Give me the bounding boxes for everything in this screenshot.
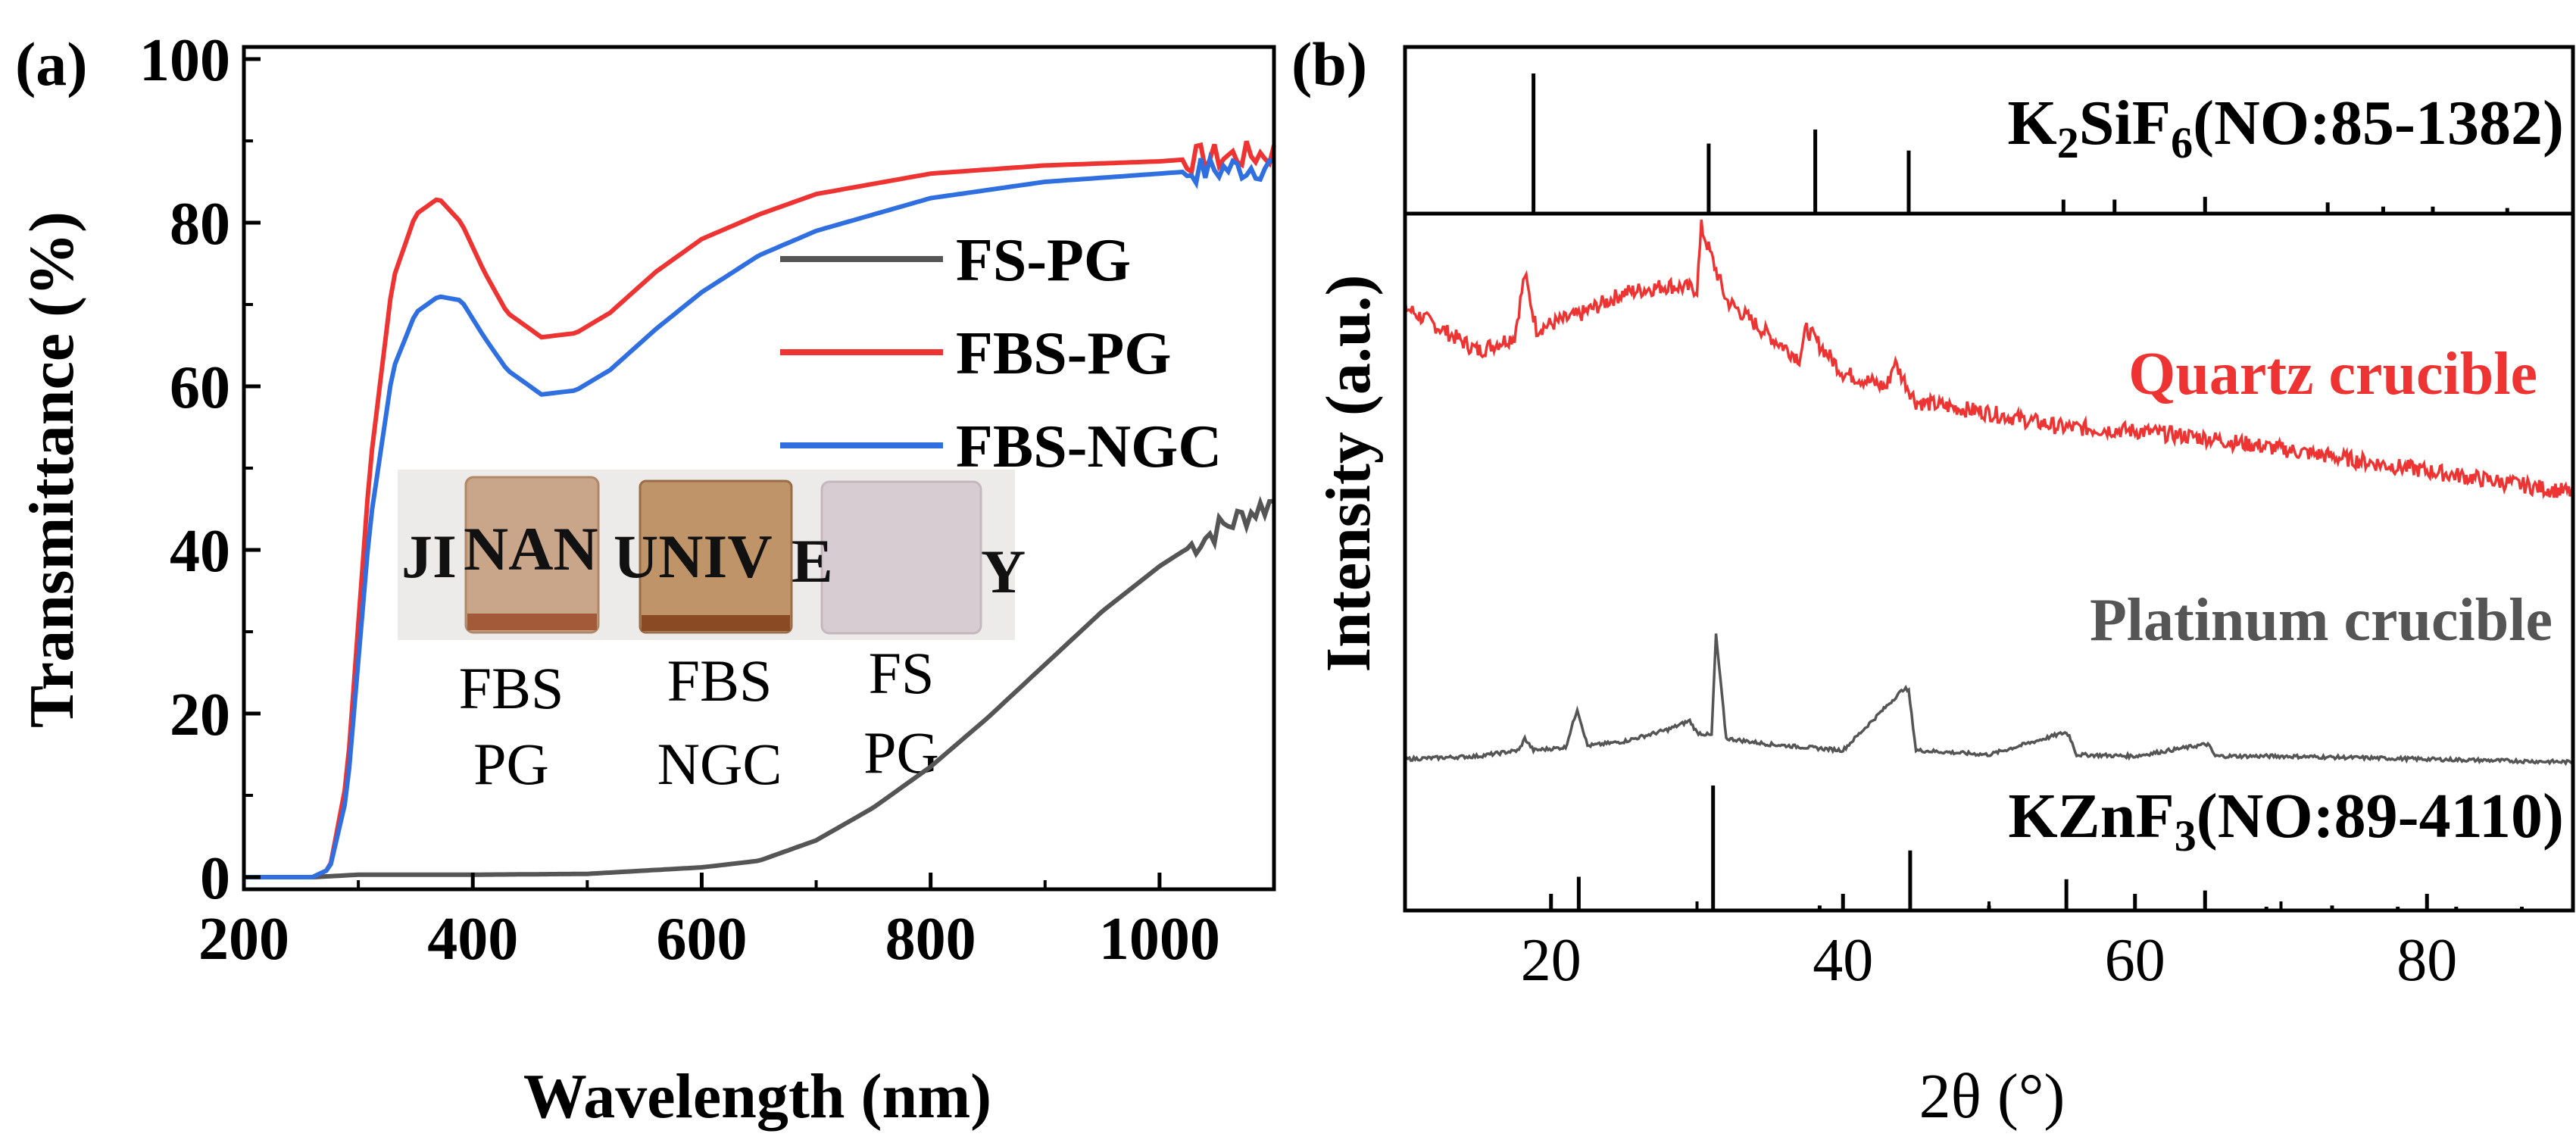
photo-letters-5: Y bbox=[981, 537, 1026, 606]
x-tick-label-b: 60 bbox=[2105, 927, 2165, 994]
photo-letters-1: JI bbox=[401, 522, 457, 591]
y-tick-label-a: 0 bbox=[200, 845, 230, 912]
caption-fbs-ngc-1: FBS bbox=[667, 648, 773, 714]
y-tick-label-a: 20 bbox=[170, 682, 230, 748]
ref-bottom-label: KZnF3(NO:89-4110) bbox=[2008, 781, 2564, 860]
sample-fs-pg bbox=[820, 480, 982, 635]
photo-letters-2: NAN bbox=[464, 514, 598, 583]
photo-letters-4: E bbox=[792, 526, 833, 595]
series-line-fs-pg bbox=[244, 495, 1275, 879]
caption-fbs-pg-1: FBS bbox=[459, 655, 564, 721]
xrd-pattern-quartz bbox=[1404, 219, 2574, 499]
x-axis-title-a: Wavelength (nm) bbox=[523, 1061, 991, 1132]
panel-a-chart: JI NAN UNIV E Y FBS PG FBS NGC FS PG 200… bbox=[17, 27, 1276, 1132]
y-tick-label-a: 40 bbox=[170, 518, 230, 585]
caption-fbs-ngc-2: NGC bbox=[657, 731, 782, 797]
x-tick-label-b: 40 bbox=[1813, 927, 1873, 994]
ref-top-label: K2SiF6(NO:85-1382) bbox=[2007, 88, 2564, 167]
quartz-label: Quartz crucible bbox=[2128, 341, 2537, 408]
x-axis-title-b: 2θ (°) bbox=[1919, 1061, 2065, 1132]
x-tick-label-a: 800 bbox=[885, 906, 976, 973]
x-tick-label-b: 20 bbox=[1521, 927, 1582, 994]
caption-fs-pg-2: PG bbox=[863, 720, 939, 786]
x-tick-label-a: 600 bbox=[656, 906, 747, 973]
series-line-fbs-pg bbox=[244, 140, 1276, 879]
sample-fbs-ngc bbox=[639, 479, 793, 634]
panel-b-chart: 20 40 60 80 K2SiF6(NO:85-1382) KZnF3(NO:89-… bbox=[1313, 45, 2575, 1132]
xrd-pattern-platinum bbox=[1404, 633, 2574, 767]
legend-label-fs-pg: FS-PG bbox=[956, 227, 1131, 294]
panel-a-label: (a) bbox=[15, 30, 88, 98]
y-axis-title-a: Transmittance (%) bbox=[17, 211, 87, 728]
series-line-fbs-ngc bbox=[244, 151, 1275, 879]
sample-fbs-pg bbox=[464, 476, 600, 634]
platinum-label: Platinum crucible bbox=[2090, 587, 2553, 654]
legend-a: FS-PG FBS-PG FBS-NGC bbox=[780, 227, 1222, 480]
x-tick-label-a: 1000 bbox=[1099, 906, 1220, 973]
caption-fbs-pg-2: PG bbox=[473, 731, 549, 797]
y-tick-label-a: 100 bbox=[139, 27, 230, 94]
caption-fs-pg-1: FS bbox=[869, 640, 935, 706]
sample-photo: JI NAN UNIV E Y bbox=[398, 470, 1026, 640]
x-tick-label-a: 400 bbox=[427, 906, 518, 973]
y-tick-label-a: 80 bbox=[170, 191, 230, 258]
legend-label-fbs-ngc: FBS-NGC bbox=[956, 414, 1222, 480]
photo-letters-3: UNIV bbox=[614, 522, 773, 591]
y-tick-label-a: 60 bbox=[170, 354, 230, 421]
x-tick-label-a: 200 bbox=[198, 906, 289, 973]
y-axis-title-b: Intensity (a.u.) bbox=[1313, 274, 1384, 672]
legend-label-fbs-pg: FBS-PG bbox=[956, 320, 1171, 387]
panel-b-label: (b) bbox=[1291, 30, 1367, 98]
x-tick-label-b: 80 bbox=[2396, 927, 2457, 994]
